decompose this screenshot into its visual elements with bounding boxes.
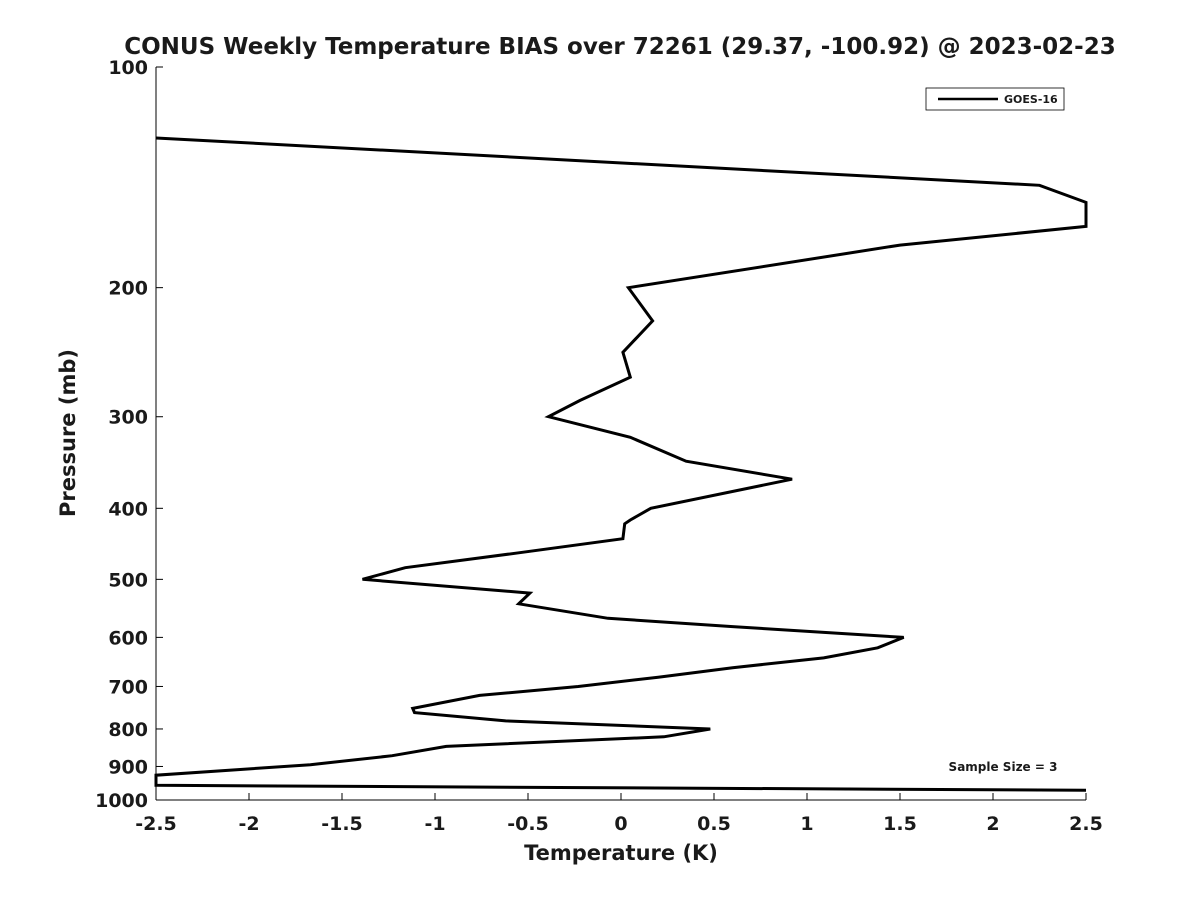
x-tick-label: -1.5 bbox=[321, 813, 363, 835]
legend: GOES-16 bbox=[925, 87, 1065, 111]
y-tick-label: 900 bbox=[108, 756, 148, 778]
x-tick-label: 0 bbox=[614, 813, 627, 835]
legend-label-goes-16: GOES-16 bbox=[1004, 93, 1058, 106]
x-tick-label: -1 bbox=[424, 813, 445, 835]
y-tick-label: 800 bbox=[108, 719, 148, 741]
y-tick-label: 600 bbox=[108, 627, 148, 649]
y-tick-label: 1000 bbox=[95, 790, 148, 812]
series-line-goes-16 bbox=[154, 136, 1088, 792]
y-tick-label: 700 bbox=[108, 676, 148, 698]
y-tick-label: 200 bbox=[108, 278, 148, 300]
x-tick-label: 1 bbox=[800, 813, 813, 835]
y-tick-label: 500 bbox=[108, 569, 148, 591]
x-tick-label: -2 bbox=[238, 813, 259, 835]
x-tick-label: -2.5 bbox=[135, 813, 177, 835]
chart-title: CONUS Weekly Temperature BIAS over 72261… bbox=[124, 34, 1115, 60]
sample-size-note: Sample Size = 3 bbox=[949, 760, 1058, 774]
x-tick-label: 1.5 bbox=[883, 813, 917, 835]
x-tick-label: 2 bbox=[986, 813, 999, 835]
y-ticks: 100 200 300 400 500 600 700 800 900 1000 bbox=[95, 57, 163, 812]
y-tick-label: 300 bbox=[108, 407, 148, 429]
x-tick-label: 0.5 bbox=[697, 813, 731, 835]
x-ticks: -2.5 -2 -1.5 -1 -0.5 0 0.5 1 1.5 2 2.5 bbox=[135, 793, 1103, 835]
y-tick-label: 400 bbox=[108, 498, 148, 520]
x-tick-label: -0.5 bbox=[507, 813, 549, 835]
y-tick-label: 100 bbox=[108, 57, 148, 79]
y-axis-label: Pressure (mb) bbox=[56, 349, 80, 517]
series-layer bbox=[154, 136, 1088, 792]
x-axis-label: Temperature (K) bbox=[524, 841, 718, 865]
x-tick-label: 2.5 bbox=[1069, 813, 1103, 835]
